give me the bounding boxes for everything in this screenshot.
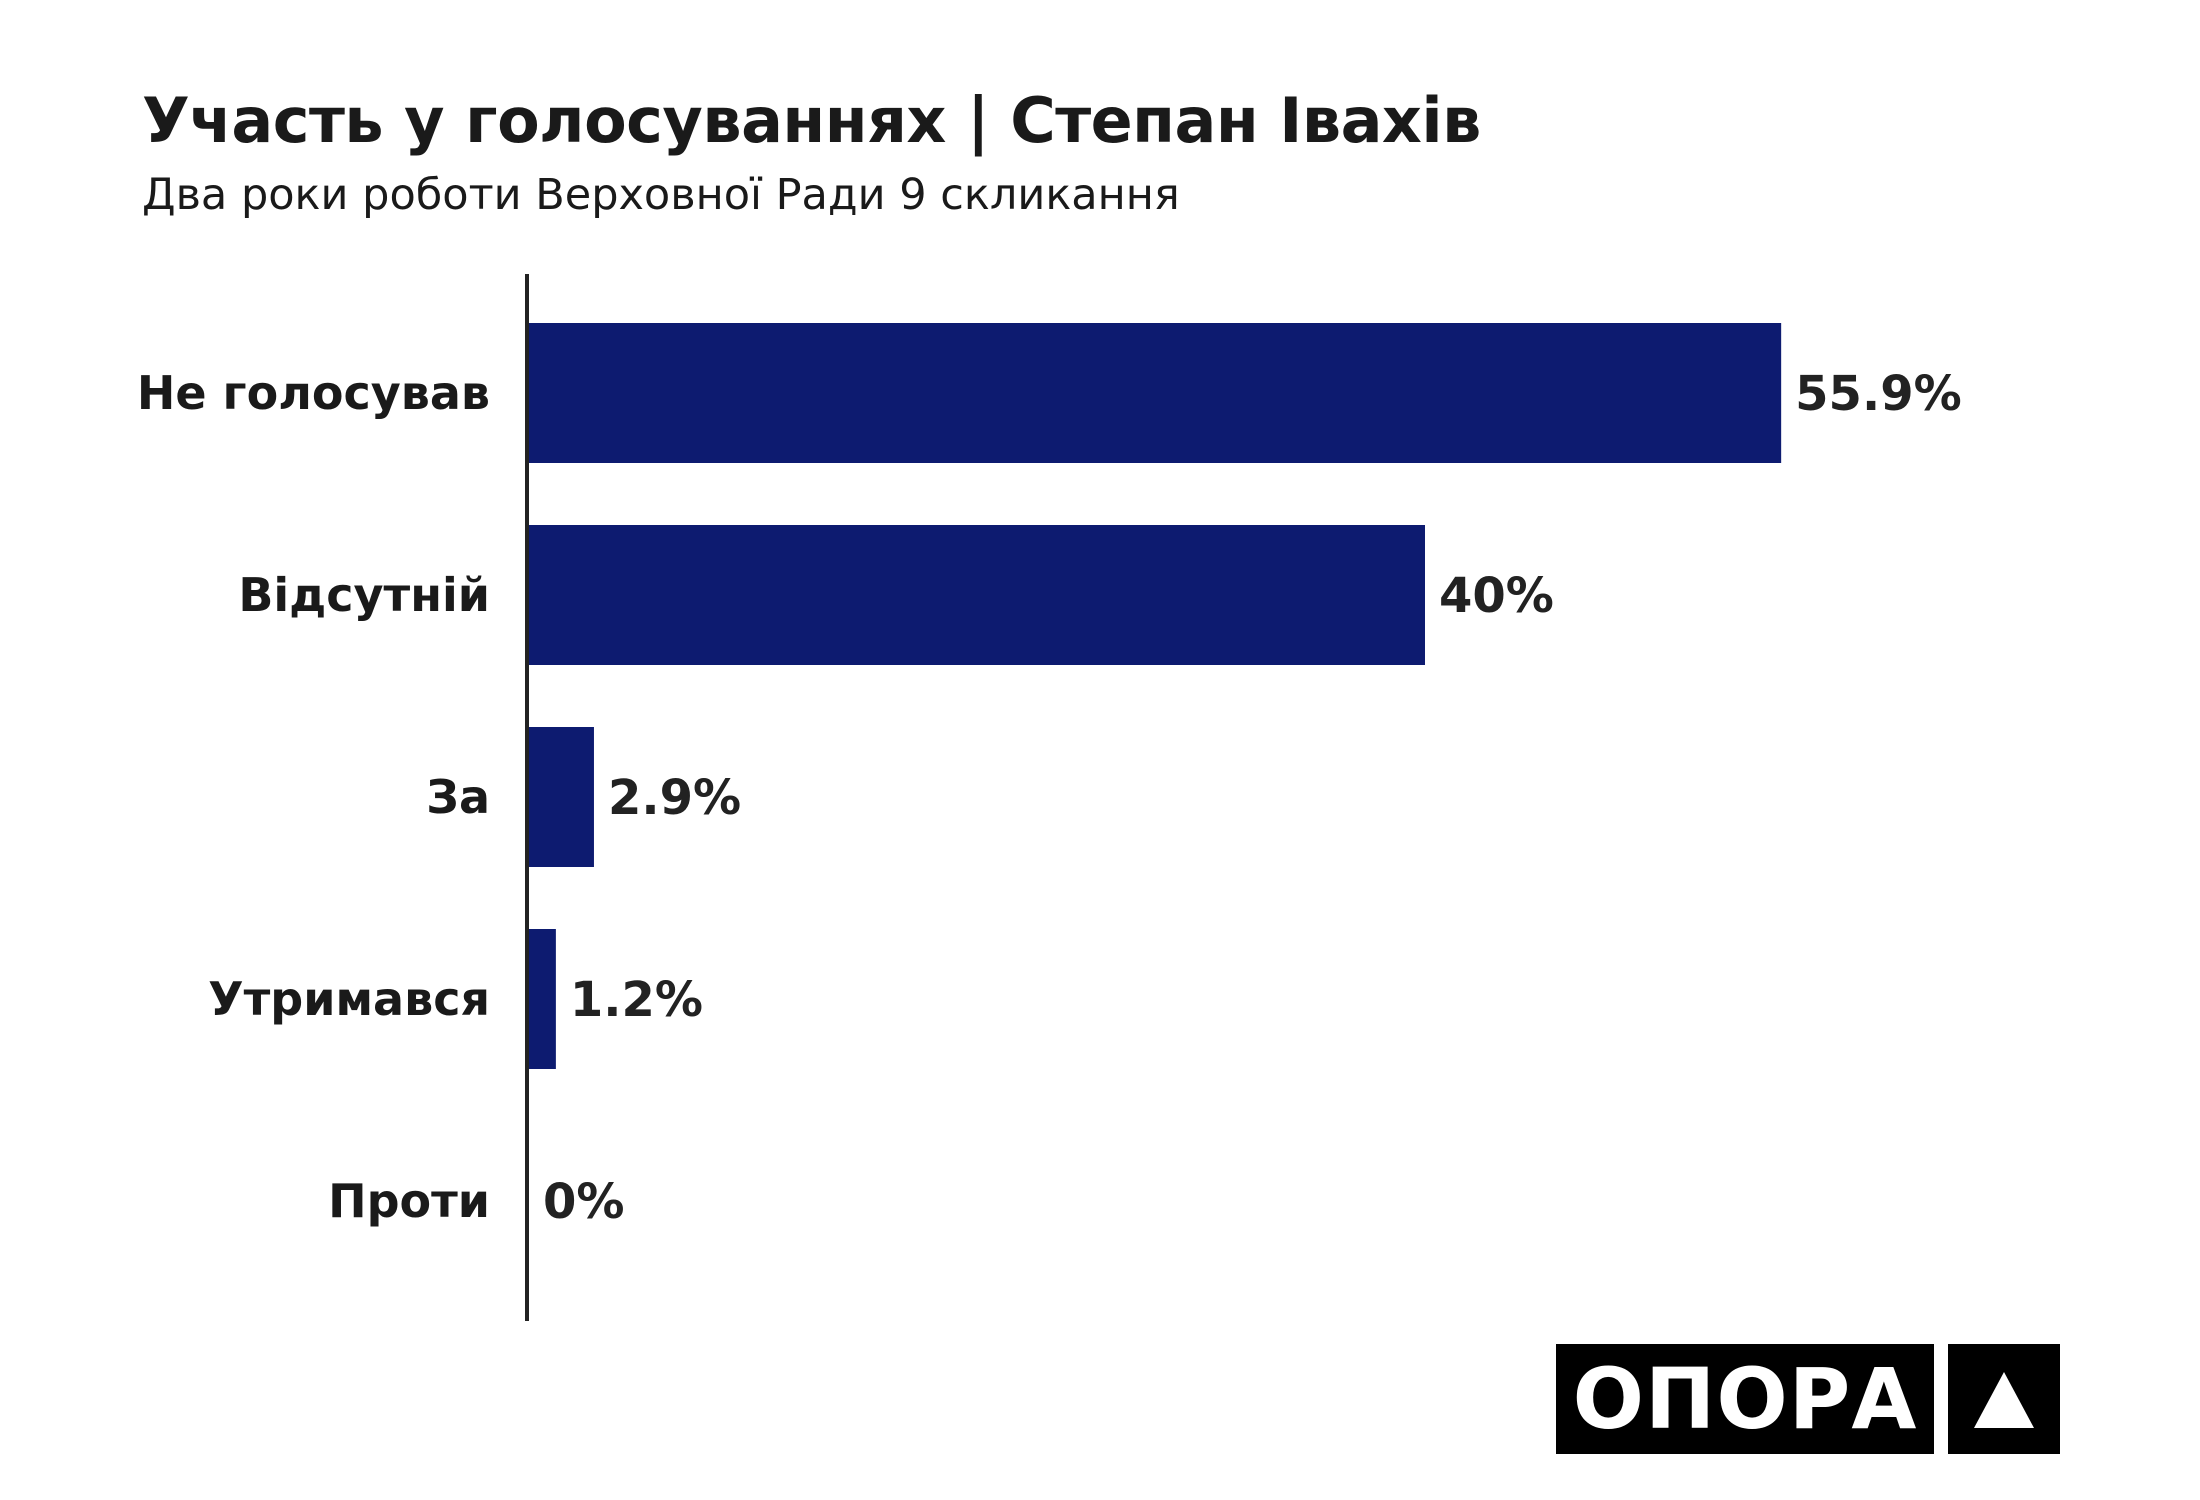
bar-1 (529, 525, 1425, 665)
bar-2 (529, 727, 594, 867)
category-label: За (426, 770, 490, 824)
value-label: 1.2% (570, 972, 703, 1028)
category-label: Не голосував (137, 366, 490, 420)
category-label: Утримався (208, 972, 490, 1026)
bar-3 (529, 929, 556, 1069)
value-label: 2.9% (608, 770, 741, 826)
triangle-logo-icon (1948, 1344, 2060, 1454)
bar-0 (529, 323, 1782, 463)
opora-logo: ОПОРА (1556, 1344, 1934, 1454)
value-label: 0% (543, 1174, 625, 1230)
chart-subtitle: Два роки роботи Верховної Ради 9 скликан… (142, 170, 1180, 220)
value-label: 40% (1439, 568, 1554, 624)
value-label: 55.9% (1795, 366, 1962, 422)
chart-title: Участь у голосуваннях | Степан Івахів (142, 84, 1481, 157)
category-label: Проти (328, 1174, 490, 1228)
category-label: Відсутній (238, 568, 490, 622)
